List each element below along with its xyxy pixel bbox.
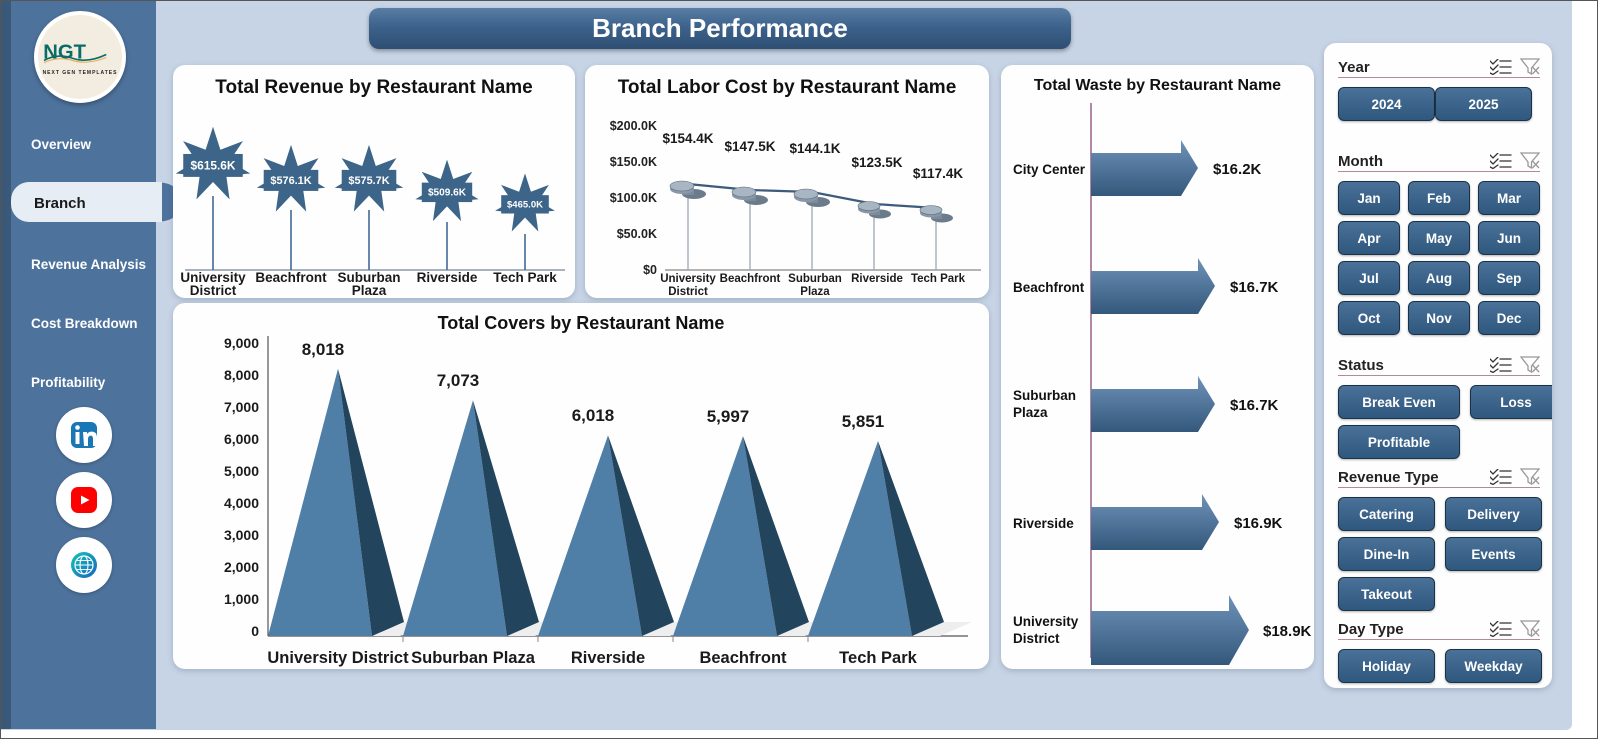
- svg-text:Beachfront: Beachfront: [699, 649, 787, 667]
- svg-text:5,000: 5,000: [224, 463, 259, 479]
- svg-text:Plaza: Plaza: [352, 283, 387, 298]
- svg-text:0: 0: [251, 623, 259, 639]
- svg-text:1,000: 1,000: [224, 591, 259, 607]
- svg-text:$575.7K: $575.7K: [348, 175, 389, 187]
- svg-text:2,000: 2,000: [224, 559, 259, 575]
- svg-text:7,073: 7,073: [437, 371, 480, 390]
- svg-text:4,000: 4,000: [224, 495, 259, 511]
- svg-text:Tech Park: Tech Park: [839, 649, 917, 667]
- svg-text:6,018: 6,018: [572, 406, 615, 425]
- svg-text:Tech Park: Tech Park: [493, 270, 557, 285]
- svg-text:District: District: [1013, 631, 1060, 646]
- svg-text:University: University: [660, 273, 716, 285]
- svg-text:Tech Park: Tech Park: [911, 273, 966, 285]
- svg-text:District: District: [190, 283, 237, 298]
- svg-text:Beachfront: Beachfront: [255, 270, 327, 285]
- svg-text:6,000: 6,000: [224, 431, 259, 447]
- svg-text:$144.1K: $144.1K: [789, 141, 840, 156]
- svg-text:Riverside: Riverside: [417, 270, 478, 285]
- svg-text:5,851: 5,851: [842, 412, 885, 431]
- svg-text:$0: $0: [643, 263, 657, 277]
- svg-text:7,000: 7,000: [224, 399, 259, 415]
- svg-text:Riverside: Riverside: [571, 649, 645, 667]
- svg-text:University District: University District: [267, 649, 409, 667]
- svg-text:$117.4K: $117.4K: [913, 166, 964, 181]
- svg-text:Suburban Plaza: Suburban Plaza: [411, 649, 536, 667]
- svg-text:Plaza: Plaza: [1013, 405, 1048, 420]
- svg-text:$147.5K: $147.5K: [724, 139, 775, 154]
- svg-text:Suburban: Suburban: [1013, 388, 1076, 403]
- svg-text:Beachfront: Beachfront: [720, 273, 781, 285]
- svg-text:City Center: City Center: [1013, 162, 1086, 177]
- svg-text:3,000: 3,000: [224, 527, 259, 543]
- svg-text:8,000: 8,000: [224, 367, 259, 383]
- svg-text:Beachfront: Beachfront: [1013, 280, 1085, 295]
- svg-text:$16.7K: $16.7K: [1230, 397, 1279, 414]
- svg-text:$154.4K: $154.4K: [662, 131, 713, 146]
- svg-text:$200.0K: $200.0K: [610, 119, 657, 133]
- svg-text:8,018: 8,018: [302, 340, 345, 359]
- svg-text:$509.6K: $509.6K: [428, 188, 467, 199]
- svg-text:University: University: [1013, 614, 1079, 629]
- svg-text:Riverside: Riverside: [851, 273, 903, 285]
- svg-text:9,000: 9,000: [224, 335, 259, 351]
- svg-text:District: District: [668, 286, 708, 298]
- svg-text:$18.9K: $18.9K: [1263, 623, 1312, 640]
- svg-text:Plaza: Plaza: [800, 286, 830, 298]
- svg-text:$576.1K: $576.1K: [270, 175, 311, 187]
- svg-text:Suburban: Suburban: [788, 273, 842, 285]
- svg-text:$615.6K: $615.6K: [191, 158, 236, 172]
- svg-text:$123.5K: $123.5K: [851, 155, 902, 170]
- svg-text:$16.2K: $16.2K: [1213, 161, 1262, 178]
- svg-text:$465.0K: $465.0K: [507, 199, 543, 210]
- svg-text:$150.0K: $150.0K: [610, 155, 657, 169]
- svg-text:Branch: Branch: [34, 195, 86, 212]
- svg-text:5,997: 5,997: [707, 407, 750, 426]
- svg-text:$100.0K: $100.0K: [610, 191, 657, 205]
- svg-text:Riverside: Riverside: [1013, 516, 1074, 531]
- svg-text:$16.7K: $16.7K: [1230, 279, 1279, 296]
- svg-text:$50.0K: $50.0K: [617, 227, 657, 241]
- svg-text:$16.9K: $16.9K: [1234, 515, 1283, 532]
